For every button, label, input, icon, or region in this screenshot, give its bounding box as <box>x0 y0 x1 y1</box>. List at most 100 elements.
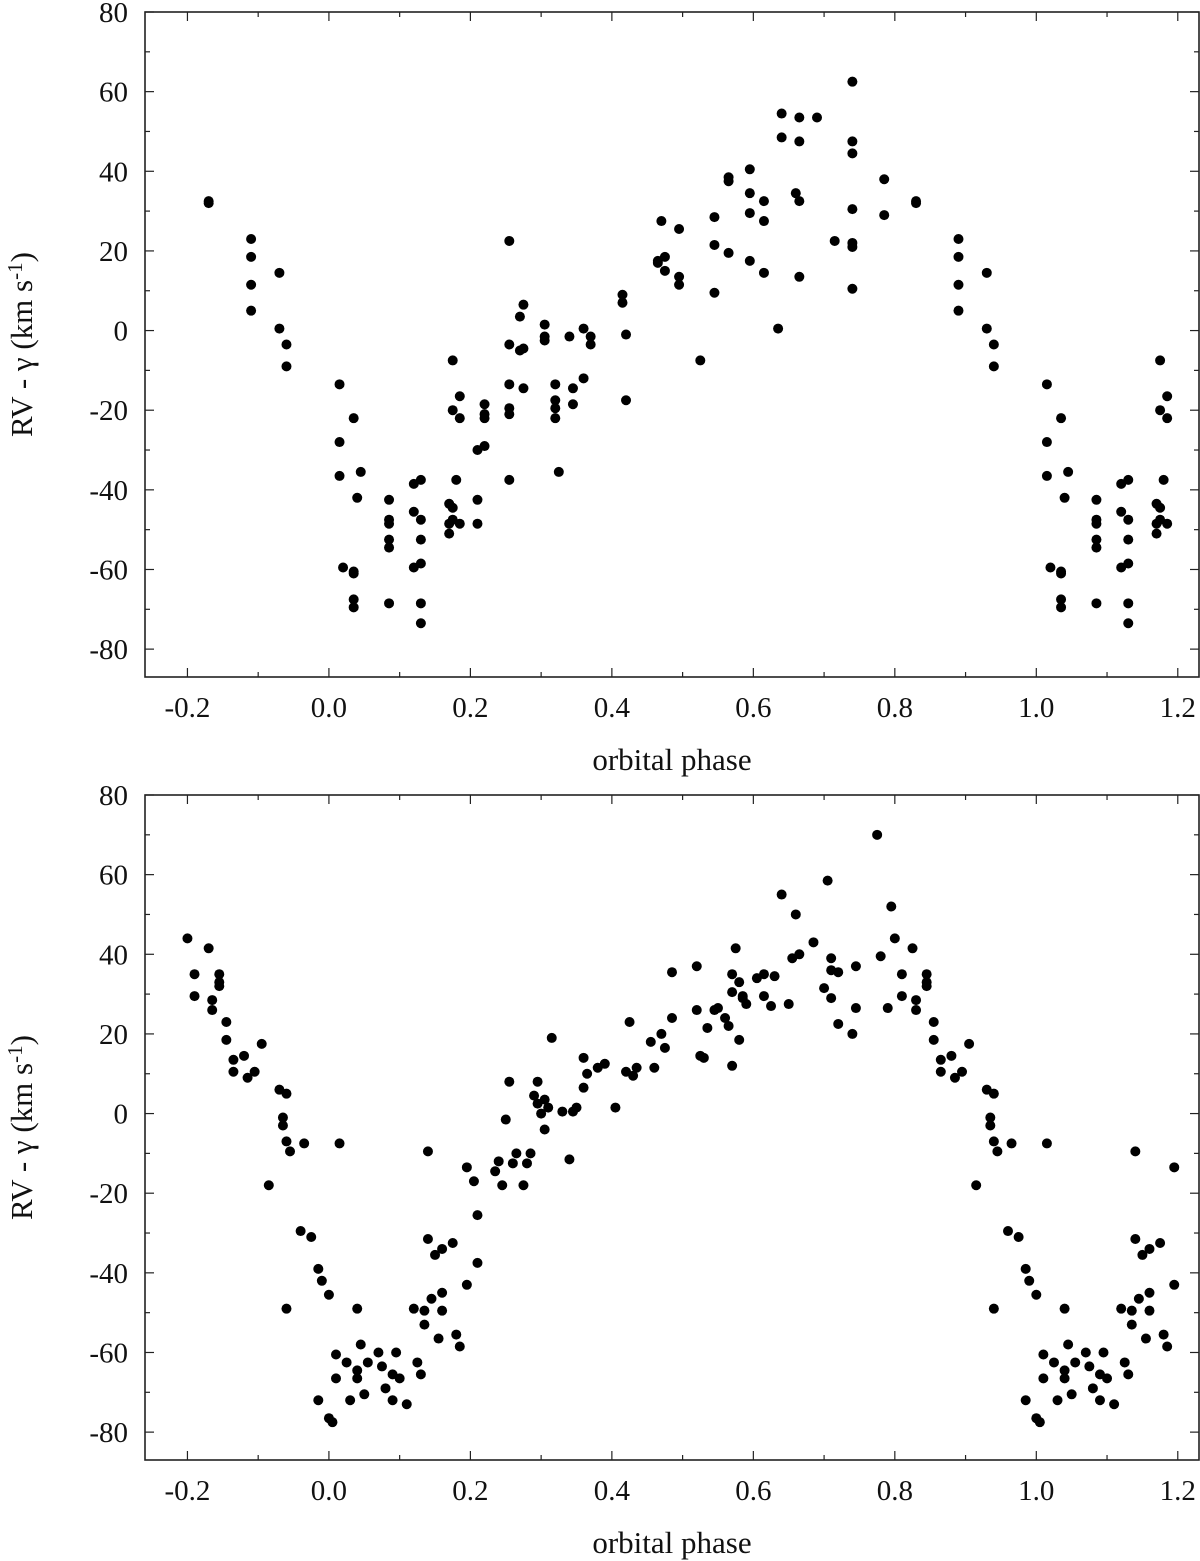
rv-data-point <box>281 1303 292 1314</box>
x-axis-title: orbital phase <box>592 1525 751 1560</box>
rv-data-point <box>430 1249 441 1260</box>
rv-data-point <box>447 502 458 513</box>
rv-data-point <box>422 1146 433 1157</box>
rv-data-point <box>776 108 787 119</box>
rv-data-point <box>794 136 805 147</box>
rv-data-point <box>872 829 883 840</box>
rv-data-point <box>461 1279 472 1290</box>
rv-data-point <box>419 1305 430 1316</box>
rv-data-point <box>911 198 922 209</box>
rv-data-point <box>384 542 395 553</box>
rv-data-point <box>567 399 578 410</box>
rv-data-point <box>504 409 515 420</box>
rv-data-point <box>928 1016 939 1027</box>
rv-data-point <box>1155 405 1166 416</box>
x-tick-label: 0.2 <box>452 1475 488 1507</box>
rv-data-point <box>1123 474 1134 485</box>
rv-data-point <box>348 566 359 577</box>
x-tick-label: 0.8 <box>877 692 913 724</box>
rv-data-point <box>256 1038 267 1049</box>
rv-data-point <box>1123 598 1134 609</box>
rv-data-point <box>567 383 578 394</box>
rv-data-point <box>447 405 458 416</box>
rv-data-point <box>384 494 395 505</box>
rv-data-point <box>1059 1365 1070 1376</box>
rv-data-point <box>550 379 561 390</box>
rv-data-point <box>1140 1333 1151 1344</box>
rv-data-point <box>306 1232 317 1243</box>
rv-data-point <box>415 558 426 569</box>
rv-data-point <box>949 1072 960 1083</box>
rv-data-point <box>504 235 515 246</box>
rv-data-point <box>214 969 225 980</box>
x-tick-label: 0.0 <box>311 692 347 724</box>
y-tick-label: 40 <box>99 156 128 188</box>
rv-data-point <box>953 305 964 316</box>
rv-data-point <box>521 1158 532 1169</box>
rv-data-point <box>518 383 529 394</box>
rv-data-point <box>1056 594 1067 605</box>
rv-data-point <box>1137 1249 1148 1260</box>
rv-data-point <box>624 1016 635 1027</box>
rv-data-point <box>691 1005 702 1016</box>
rv-data-point <box>822 875 833 886</box>
rv-data-point <box>352 492 363 503</box>
rv-data-point <box>628 1070 639 1081</box>
rv-data-point <box>539 1094 550 1105</box>
rv-data-point <box>1052 1395 1063 1406</box>
rv-data-point <box>313 1263 324 1274</box>
rv-data-point <box>246 251 257 262</box>
rv-data-point <box>341 1357 352 1368</box>
rv-data-point <box>776 132 787 143</box>
rv-data-point <box>246 305 257 316</box>
rv-data-point <box>468 1176 479 1187</box>
rv-data-point <box>850 961 861 972</box>
rv-data-point <box>578 1082 589 1093</box>
rv-data-point <box>277 1112 288 1123</box>
rv-data-point <box>847 76 858 87</box>
rv-data-point <box>723 176 734 187</box>
rv-data-point <box>479 399 490 410</box>
rv-data-point <box>907 943 918 954</box>
rv-data-point <box>656 216 667 227</box>
rv-data-point <box>1020 1263 1031 1274</box>
rv-data-point <box>426 1293 437 1304</box>
rv-data-point <box>345 1395 356 1406</box>
rv-data-point <box>850 1003 861 1014</box>
rv-data-point <box>1059 1373 1070 1384</box>
rv-data-point <box>808 937 819 948</box>
rv-data-point <box>384 518 395 529</box>
rv-data-point <box>773 323 784 334</box>
rv-data-point <box>741 999 752 1010</box>
rv-data-point <box>228 1054 239 1065</box>
rv-data-point <box>518 343 529 354</box>
rv-data-point <box>794 112 805 123</box>
rv-data-point <box>617 289 628 300</box>
rv-data-point <box>1031 1289 1042 1300</box>
rv-data-point <box>1087 1383 1098 1394</box>
rv-data-point <box>1056 566 1067 577</box>
rv-data-point <box>1091 494 1102 505</box>
rv-data-point <box>1006 1138 1017 1149</box>
y-tick-label: 20 <box>99 236 128 268</box>
rv-data-point <box>415 474 426 485</box>
rv-data-point <box>500 1114 511 1125</box>
rv-data-point <box>847 136 858 147</box>
rv-data-point <box>617 297 628 308</box>
rv-data-point <box>490 1166 501 1177</box>
rv-data-point <box>1098 1347 1109 1358</box>
y-tick-label: 80 <box>99 0 128 29</box>
rv-data-point <box>546 1032 557 1043</box>
rv-data-point <box>1116 506 1127 517</box>
x-tick-label: 0.4 <box>594 1475 631 1507</box>
rv-data-point <box>578 373 589 384</box>
rv-data-point <box>437 1287 448 1298</box>
rv-data-point <box>451 1329 462 1340</box>
rv-data-point <box>221 1034 232 1045</box>
rv-data-point <box>911 1005 922 1016</box>
rv-data-point <box>1048 1357 1059 1368</box>
rv-data-point <box>557 1106 568 1117</box>
rv-data-point <box>281 1088 292 1099</box>
rv-data-point <box>479 441 490 452</box>
rv-data-point <box>1155 1237 1166 1248</box>
